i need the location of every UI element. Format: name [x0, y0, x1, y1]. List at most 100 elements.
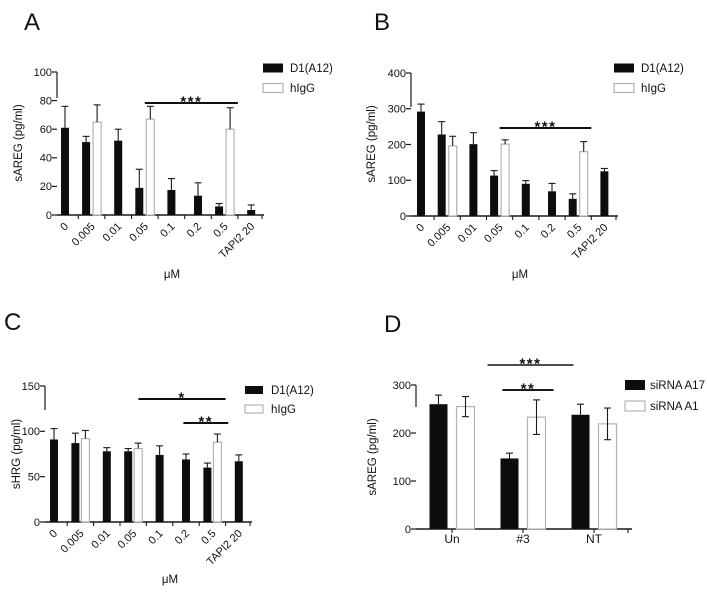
- significance-stars: ***: [534, 119, 556, 136]
- x-axis-title: μM: [164, 269, 180, 281]
- x-tick-label: 0.005: [70, 221, 98, 249]
- significance-stars: *: [178, 390, 185, 407]
- legend-swatch-black: [614, 63, 634, 73]
- legend-label: D1(A12): [641, 63, 684, 75]
- bar-black: [521, 183, 530, 216]
- bar-black: [417, 111, 425, 216]
- legend-label: hIgG: [641, 83, 666, 95]
- bar-black: [102, 451, 111, 522]
- bar-white: [500, 143, 510, 217]
- legend-label: siRNA A17: [650, 380, 705, 392]
- y-tick-label: 60: [40, 124, 52, 136]
- x-tick-label: 0.5: [565, 222, 584, 241]
- bar-black: [437, 134, 446, 216]
- x-tick-label: 0.1: [158, 221, 177, 240]
- bar-white: [80, 437, 91, 523]
- x-tick-label: 0.2: [539, 222, 558, 241]
- x-tick-label: Un: [444, 532, 459, 546]
- y-tick-label: 50: [28, 471, 40, 483]
- bar-black: [469, 144, 478, 216]
- y-tick-label: 100: [393, 476, 411, 488]
- bar-black: [490, 175, 499, 216]
- bar-black: [194, 195, 202, 215]
- significance-stars: ***: [519, 356, 541, 373]
- y-tick-label: 150: [22, 381, 40, 393]
- y-tick-label: 0: [46, 210, 52, 222]
- significance-stars: **: [521, 381, 536, 398]
- x-tick-label: 0: [47, 528, 60, 541]
- significance-stars: **: [198, 414, 213, 431]
- panel-letter: C: [4, 309, 21, 336]
- bar-black: [568, 198, 577, 216]
- y-tick-label: 100: [22, 426, 40, 438]
- bar-white: [212, 441, 222, 523]
- legend-swatch-black: [625, 380, 645, 390]
- x-axis-title: μM: [512, 269, 528, 281]
- bar-black: [124, 451, 133, 522]
- bar-white: [579, 151, 589, 217]
- legend-swatch-black: [245, 386, 263, 394]
- x-tick-label: 0.005: [59, 528, 87, 556]
- x-tick-label: 0: [58, 221, 71, 234]
- bar-white: [133, 447, 143, 523]
- x-tick-label: 0: [414, 222, 427, 235]
- legend-label: hIgG: [271, 404, 296, 416]
- bar-black: [215, 206, 224, 215]
- legend-label: siRNA A1: [650, 401, 699, 413]
- y-tick-label: 80: [40, 95, 52, 107]
- x-tick-label: 0.5: [211, 221, 230, 240]
- x-axis-title: μM: [162, 574, 178, 586]
- y-axis-title: sHRG (pg/ml): [11, 419, 23, 489]
- bar-black: [203, 467, 212, 522]
- x-tick-label: 0.01: [89, 528, 113, 552]
- y-tick-label: 400: [388, 68, 406, 80]
- x-tick-label: 0.005: [425, 222, 453, 250]
- x-tick-label: NT: [586, 532, 603, 546]
- bar-black: [135, 187, 144, 215]
- bar-black: [234, 461, 243, 522]
- y-axis-title: sAREG (pg/ml): [366, 105, 378, 182]
- bar-black: [114, 140, 123, 215]
- bar-black: [61, 127, 69, 215]
- bar-black: [82, 142, 91, 215]
- y-tick-label: 0: [34, 517, 40, 529]
- bar-white: [448, 145, 458, 217]
- panel-letter: A: [24, 9, 40, 36]
- x-tick-label: 0.2: [185, 221, 204, 240]
- y-axis-title: sAREG (pg/ml): [13, 104, 25, 181]
- bar-black: [182, 459, 190, 522]
- significance-stars: ***: [180, 94, 202, 111]
- bar-black: [548, 191, 556, 216]
- bar-black: [50, 439, 58, 522]
- y-tick-label: 100: [34, 67, 52, 79]
- y-tick-label: 100: [388, 175, 406, 187]
- panel-letter: B: [374, 9, 390, 36]
- x-tick-label: 0.05: [482, 222, 506, 246]
- bar-black: [247, 209, 256, 215]
- legend-label: D1(A12): [271, 385, 314, 397]
- panel-A: A 0 20 40 60 80 100 0 0.005 0.01 0.05 0.1 0.2 0.5 TAPI…: [0, 0, 354, 296]
- legend-swatch-white: [244, 404, 264, 414]
- x-tick-label: 0.05: [127, 221, 151, 245]
- y-tick-label: 300: [393, 380, 411, 392]
- x-tick-label: 0.05: [116, 528, 140, 552]
- y-tick-label: 200: [388, 139, 406, 151]
- bar-white: [225, 128, 235, 216]
- bar-black: [500, 458, 519, 529]
- bar-white: [92, 121, 102, 216]
- bar-white: [145, 118, 155, 216]
- x-tick-label: #3: [516, 532, 530, 546]
- bar-black: [155, 454, 164, 522]
- x-tick-label: 0.5: [199, 528, 218, 547]
- y-tick-label: 40: [40, 153, 52, 165]
- y-tick-label: 300: [388, 104, 406, 116]
- legend-swatch-white: [262, 82, 284, 94]
- panel-B: B 0 100 200 300 400 0 0.005 0.01 0.05 0.1 0.2 0.5 TAP…: [354, 0, 707, 296]
- bar-black: [600, 171, 609, 216]
- bar-black: [429, 404, 448, 529]
